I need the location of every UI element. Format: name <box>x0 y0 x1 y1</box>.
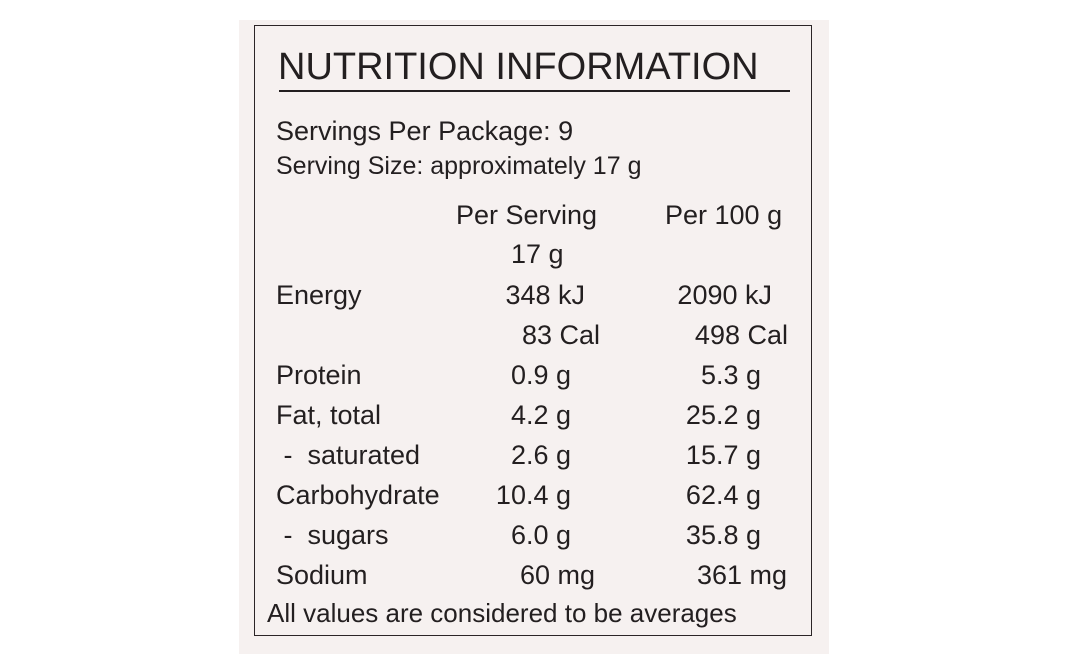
row-label-saturated: - saturated <box>276 440 421 470</box>
panel-title: NUTRITION INFORMATION <box>278 46 759 88</box>
row-label-protein: Protein <box>276 360 362 390</box>
cell-per-serving: 0.9 g <box>510 360 571 390</box>
cell-per-serving: 4.2 g <box>510 400 571 430</box>
cell-per-serving: 6.0 g <box>510 520 571 550</box>
cell-per-100g: 5.3 g <box>700 360 761 390</box>
label-background <box>239 20 829 654</box>
row-label-fat-total: Fat, total <box>276 400 382 430</box>
cell-per-100g: 361 mg <box>696 560 787 590</box>
row-label-sugars: - sugars <box>276 520 389 550</box>
cell-per-100g: 15.7 g <box>685 440 761 470</box>
cell-per-100g: 62.4 g <box>685 480 761 510</box>
footer-note: All values are considered to be averages <box>267 598 737 628</box>
cell-per-serving: 60 mg <box>519 560 595 590</box>
column-header-per-serving: Per Serving <box>456 200 598 230</box>
column-header-per-100g: Per 100 g <box>665 200 783 230</box>
cell-per-100g: 498 Cal <box>694 320 788 350</box>
cell-per-serving: 348 kJ <box>505 280 585 310</box>
nutrition-panel: NUTRITION INFORMATION Servings Per Packa… <box>254 25 812 636</box>
serving-size: Serving Size: approximately 17 g <box>276 152 642 180</box>
cell-per-serving: 10.4 g <box>495 480 571 510</box>
column-header-per-serving-amount: 17 g <box>511 239 564 269</box>
cell-per-serving: 2.6 g <box>510 440 571 470</box>
cell-per-100g: 25.2 g <box>685 400 761 430</box>
row-label-carbohydrate: Carbohydrate <box>276 480 440 510</box>
title-underline <box>279 90 790 92</box>
row-label-sodium: Sodium <box>276 560 368 590</box>
cell-per-100g: 2090 kJ <box>677 280 772 310</box>
cell-per-serving: 83 Cal <box>521 320 600 350</box>
servings-per-package: Servings Per Package: 9 <box>276 116 574 146</box>
row-label-energy: Energy <box>276 280 362 310</box>
cell-per-100g: 35.8 g <box>685 520 761 550</box>
